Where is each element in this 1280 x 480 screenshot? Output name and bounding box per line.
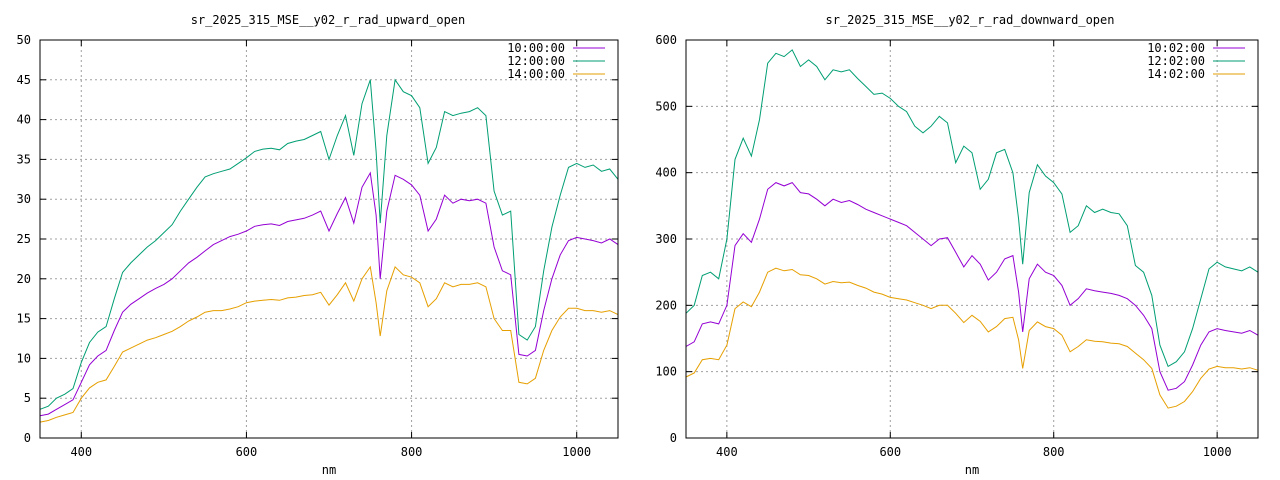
y-tick-label: 200 [655,298,677,312]
y-tick-label: 30 [17,192,31,206]
x-tick-label: 800 [1043,445,1065,459]
chart-0: sr_2025_315_MSE__y02_r_rad_upward_open 40… [17,13,619,477]
y-tick-label: 100 [655,365,677,379]
legend-label-0: 10:00:00 [507,41,565,55]
x-tick-label: 800 [401,445,423,459]
x-tick-label: 600 [236,445,258,459]
y-tick-label: 40 [17,113,31,127]
y-tick-label: 0 [670,431,677,445]
series-line-0 [685,181,1259,391]
y-tick-label: 0 [24,431,31,445]
y-tick-label: 45 [17,73,31,87]
series-line-2 [39,265,619,423]
series-line-2 [685,267,1259,409]
series-line-1 [685,49,1259,368]
y-tick-label: 50 [17,33,31,47]
y-tick-label: 20 [17,272,31,286]
legend-label-0: 10:02:00 [1147,41,1205,55]
chart-title: sr_2025_315_MSE__y02_r_rad_upward_open [191,13,466,27]
y-tick-label: 35 [17,152,31,166]
x-tick-label: 600 [879,445,901,459]
y-tick-label: 10 [17,351,31,365]
series-line-1 [39,78,619,410]
chart-title: sr_2025_315_MSE__y02_r_rad_downward_open [826,13,1115,27]
legend-label-2: 14:00:00 [507,67,565,81]
y-tick-label: 5 [24,391,31,405]
x-tick-label: 1000 [1203,445,1232,459]
y-tick-label: 25 [17,232,31,246]
y-tick-label: 500 [655,99,677,113]
series-line-0 [39,171,619,417]
x-axis-label: nm [322,463,336,477]
x-tick-label: 1000 [562,445,591,459]
legend-label-1: 12:02:00 [1147,54,1205,68]
legend-label-1: 12:00:00 [507,54,565,68]
y-tick-label: 300 [655,232,677,246]
x-axis-label: nm [965,463,979,477]
legend-label-2: 14:02:00 [1147,67,1205,81]
chart-1: sr_2025_315_MSE__y02_r_rad_downward_open… [655,13,1259,477]
x-tick-label: 400 [70,445,92,459]
y-tick-label: 15 [17,312,31,326]
y-tick-label: 400 [655,166,677,180]
y-tick-label: 600 [655,33,677,47]
x-tick-label: 400 [716,445,738,459]
